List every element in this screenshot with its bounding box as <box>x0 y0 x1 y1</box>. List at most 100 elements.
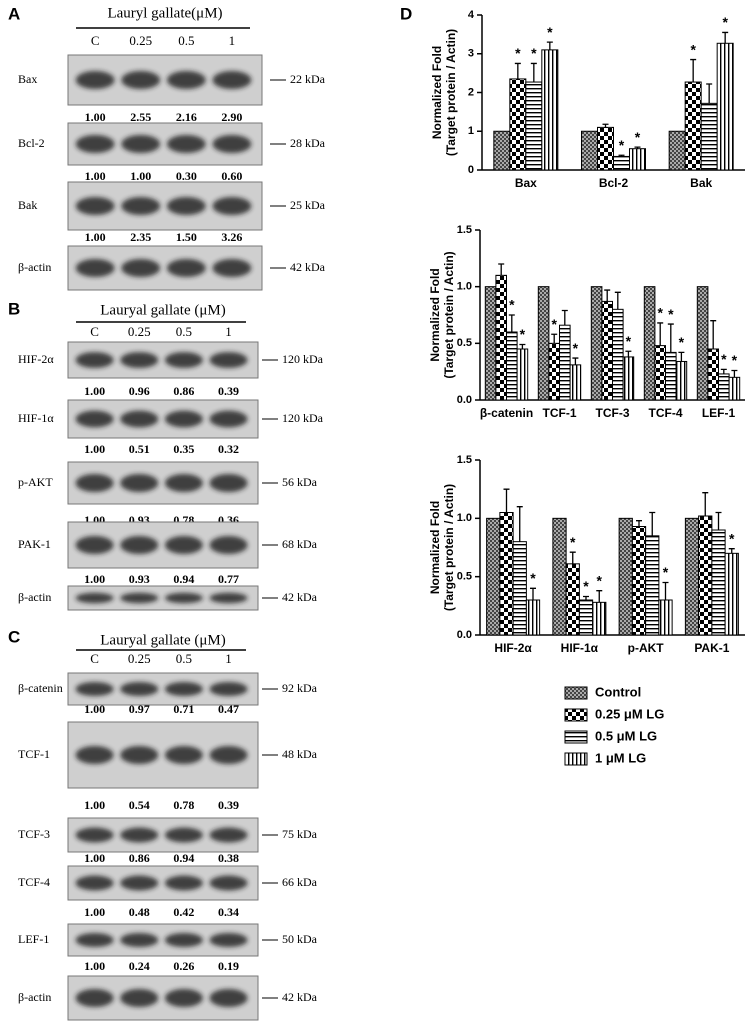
blot-band <box>209 536 248 554</box>
y-tick-label: 0.5 <box>457 337 472 349</box>
bar <box>622 356 635 401</box>
quantification: 1.00 <box>130 169 151 183</box>
y-tick-label: 0.0 <box>457 394 472 406</box>
error-bar <box>503 488 510 513</box>
x-tick-label: TCF-3 <box>596 406 630 420</box>
blot-band <box>120 474 159 492</box>
blot-band <box>120 989 159 1007</box>
quantification: 0.48 <box>129 905 150 919</box>
quantification: 0.86 <box>173 384 194 398</box>
quantification: 0.97 <box>129 702 150 716</box>
kda-label: 50 kDa <box>282 932 318 946</box>
blot-band <box>164 932 203 948</box>
legend-swatch <box>564 708 588 722</box>
error-bar <box>596 590 603 603</box>
x-tick-label: p-AKT <box>628 641 665 655</box>
quantification: 0.39 <box>218 384 239 398</box>
quantification: 0.96 <box>129 384 150 398</box>
bar <box>654 345 667 401</box>
bar <box>484 286 497 401</box>
significance-marker: * <box>668 306 674 322</box>
quantification: 2.90 <box>221 110 242 124</box>
quantification: 3.26 <box>221 230 242 244</box>
kda-label: 66 kDa <box>282 875 318 889</box>
protein-name: LEF-1 <box>18 932 49 946</box>
blot-band <box>209 827 248 843</box>
lane-label: 0.25 <box>128 324 151 339</box>
significance-marker: * <box>583 578 589 594</box>
blot-band <box>120 932 159 948</box>
y-axis-label: (Target protein / Actin) <box>442 251 456 378</box>
y-tick-label: 2 <box>468 86 474 98</box>
x-tick-label: HIF-1α <box>561 641 599 655</box>
bar <box>512 541 527 636</box>
quantification: 0.26 <box>173 959 194 973</box>
bar <box>590 286 603 401</box>
x-tick-label: PAK-1 <box>694 641 729 655</box>
bar <box>516 348 529 401</box>
x-tick-label: Bcl-2 <box>599 176 629 190</box>
blot-band <box>120 681 159 697</box>
error-bar <box>551 333 558 344</box>
quantification: 1.00 <box>85 169 106 183</box>
bar <box>631 526 647 636</box>
bar <box>618 517 633 636</box>
error-bar <box>720 368 727 374</box>
bar <box>552 517 567 636</box>
bar <box>495 274 507 401</box>
quantification: 0.30 <box>176 169 197 183</box>
blot-band <box>75 71 115 89</box>
error-bar <box>634 146 641 149</box>
legend-swatch <box>564 730 588 744</box>
error-bar <box>614 291 621 310</box>
lane-label: 1 <box>229 33 236 48</box>
blot-band <box>75 681 114 697</box>
bar <box>569 364 582 401</box>
blot-band <box>164 410 203 428</box>
y-tick-label: 4 <box>468 9 475 21</box>
quantification: 0.24 <box>129 959 150 973</box>
significance-marker: * <box>626 333 632 349</box>
error-bar <box>706 83 713 104</box>
blot-band <box>166 135 206 153</box>
blot-band <box>209 681 248 697</box>
kda-label: 42 kDa <box>282 990 318 1004</box>
quantification: 0.60 <box>221 169 242 183</box>
significance-marker: * <box>732 352 738 368</box>
significance-marker: * <box>570 534 576 550</box>
bar <box>716 42 734 171</box>
blot-band <box>120 746 159 764</box>
protein-name: β-catenin <box>18 681 63 695</box>
lane-label: 0.5 <box>178 33 194 48</box>
bar <box>541 49 559 171</box>
lane-label: C <box>90 324 99 339</box>
quantification: 2.35 <box>130 230 151 244</box>
bar <box>724 552 739 636</box>
lane-label: 0.5 <box>176 651 192 666</box>
kda-label: 92 kDa <box>282 681 318 695</box>
quantification: 0.77 <box>218 572 239 586</box>
protein-name: β-actin <box>18 260 51 274</box>
blot-band <box>212 197 252 215</box>
quantification: 1.00 <box>84 572 105 586</box>
legend-swatch <box>564 686 588 700</box>
blot-band <box>212 71 252 89</box>
legend-label: Control <box>595 684 641 699</box>
bar <box>665 351 677 401</box>
blot-band <box>209 410 248 428</box>
y-axis-label: (Target protein / Actin) <box>442 484 456 611</box>
blot-band <box>75 197 115 215</box>
blot-band <box>75 827 114 843</box>
quantification: 0.34 <box>218 905 239 919</box>
blot-band <box>75 875 114 891</box>
error-bar <box>508 314 515 332</box>
lane-label: C <box>90 651 99 666</box>
bar <box>509 78 527 171</box>
error-bar <box>530 587 536 600</box>
bar <box>612 308 624 401</box>
bar <box>711 529 726 636</box>
quantification: 1.00 <box>84 384 105 398</box>
blot-band <box>166 71 206 89</box>
quantification: 1.00 <box>84 442 105 456</box>
